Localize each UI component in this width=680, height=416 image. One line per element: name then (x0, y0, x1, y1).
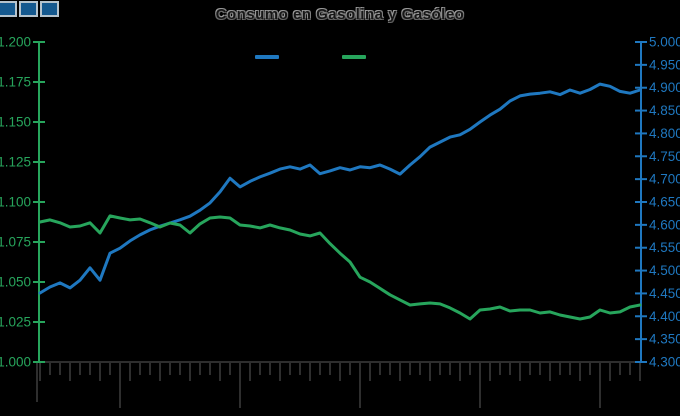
left-axis-label: 1.200 (0, 35, 31, 50)
left-axis-label: 1.150 (0, 115, 31, 130)
left-axis-label: 1.075 (0, 235, 31, 250)
legend-blue-line-swatch (255, 55, 279, 59)
right-axis-label: 4.350 (649, 332, 680, 347)
chart-title: Consumo en Gasolina y Gasóleo (215, 6, 465, 23)
legend-green-line-swatch (342, 55, 366, 59)
right-axis-label: 4.900 (649, 80, 680, 95)
right-axis-label: 4.600 (649, 217, 680, 232)
left-axis-label: 1.100 (0, 195, 31, 210)
left-axis-label: 1.025 (0, 315, 31, 330)
blue-series-line (38, 82, 642, 295)
right-axis-label: 4.650 (649, 195, 680, 210)
logo-square-icon (40, 1, 59, 17)
right-axis-label: 4.400 (649, 309, 680, 324)
right-axis-label: 4.850 (649, 103, 680, 118)
logo-square-icon (0, 1, 17, 17)
logo-square-icon (19, 1, 38, 17)
right-axis-label: 4.300 (649, 355, 680, 370)
right-axis-label: 4.700 (649, 172, 680, 187)
right-axis-label: 5.000 (649, 35, 680, 50)
right-axis-label: 4.550 (649, 240, 680, 255)
right-axis-label: 4.750 (649, 149, 680, 164)
left-axis-label: 1.050 (0, 275, 31, 290)
left-axis-label: 1.175 (0, 75, 31, 90)
right-axis-label: 4.500 (649, 263, 680, 278)
right-axis-label: 4.450 (649, 286, 680, 301)
left-axis-label: 1.125 (0, 155, 31, 170)
green-series-line (38, 214, 642, 321)
left-axis-label: 1.000 (0, 355, 31, 370)
right-axis-label: 4.950 (649, 57, 680, 72)
right-axis-label: 4.800 (649, 126, 680, 141)
logo-squares (0, 1, 59, 17)
